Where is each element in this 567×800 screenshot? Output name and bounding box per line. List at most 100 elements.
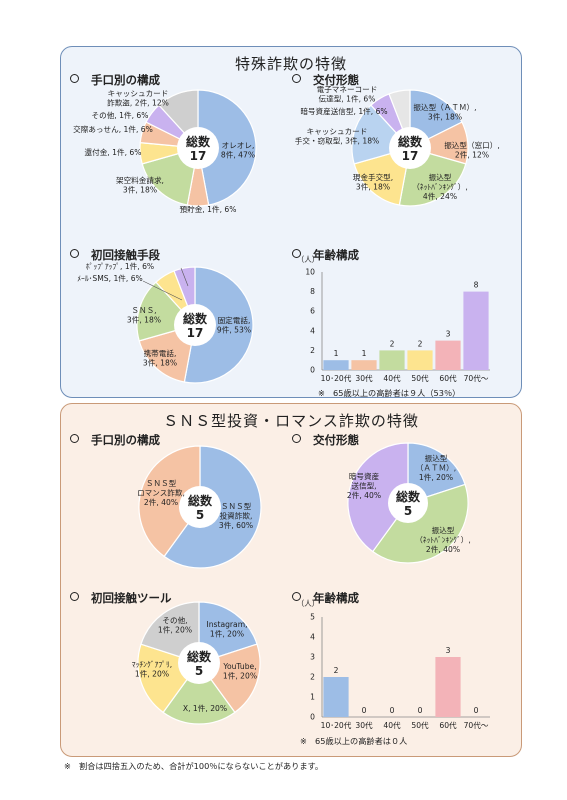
bar-value-label: 3: [446, 646, 451, 655]
slice-label: その他, 1件, 6%: [92, 110, 149, 120]
pie-slice: [371, 483, 469, 564]
slice-label: ＳＮＳ, 3件, 18%: [127, 306, 161, 325]
pie-slice: [197, 89, 257, 206]
pie-slice: [183, 266, 254, 384]
slice-label: YouTube, 1件, 20%: [222, 662, 257, 681]
bar-chart-p1_age: 0 2 4 6 8 10 （人） 1 10･20代 1 30代 2 40代 2 50代 3 60代 8 70代～: [297, 255, 490, 383]
slice-label: 携帯電話, 3件, 18%: [143, 348, 177, 368]
circle-bullet-icon: [292, 592, 301, 601]
pie-center-total: 総数 17: [398, 134, 423, 163]
slice-label: 振込型（ＡＴＭ）, 1件, 20%: [416, 453, 456, 482]
donut-hole: [174, 304, 216, 346]
pie-slice: [347, 442, 409, 553]
age-note: ※ 65歳以上の高齢者は０人: [300, 736, 408, 746]
bar-value-label: 2: [334, 666, 339, 675]
pie-center-total: 総数 17: [183, 311, 208, 340]
y-axis-label: （人）: [297, 255, 320, 264]
bar-chart-p2_age: 0 1 2 3 4 5 （人） 2 10･20代 0 30代 0 40代 0 50代 3 60代 0 70代～: [297, 599, 490, 730]
circle-bullet-icon: [292, 434, 301, 443]
circle-bullet-icon: [70, 249, 79, 258]
pie-center-total: 総数 5: [187, 649, 212, 678]
x-tick-label: 60代: [439, 720, 457, 730]
slice-label: 交際あっせん, 1件, 6%: [73, 124, 153, 134]
y-tick-label: 5: [310, 613, 315, 622]
pie-slice: [198, 601, 258, 664]
slice-label: オレオレ, 8件, 47%: [221, 141, 255, 160]
y-axis-label: （人）: [297, 599, 320, 608]
bar: [323, 360, 349, 370]
pie-slice: [162, 661, 236, 725]
x-tick-label: 70代～: [464, 373, 489, 383]
x-tick-label: 30代: [355, 720, 373, 730]
circle-bullet-icon: [292, 74, 301, 83]
slice-label: ﾎﾟｯﾌﾟｱｯﾌﾟ, 1件, 6%: [86, 261, 154, 271]
bar-value-label: 0: [474, 706, 479, 715]
bar-value-label: 1: [334, 349, 339, 358]
section-heading: 初回接触手段: [70, 247, 160, 263]
slice-label: ＳＮＳ型投資詐欺, 3件, 60%: [219, 502, 253, 530]
circle-bullet-icon: [70, 74, 79, 83]
slice-label: 暗号資産送信型, 2件, 40%: [347, 471, 381, 500]
slice-label: Instagram, 1件, 20%: [206, 620, 247, 639]
bar: [435, 657, 461, 717]
slice-label: ﾒｰﾙ･SMS, 1件, 6%: [77, 273, 143, 283]
slice-label: 現金手交型, 3件, 18%: [353, 172, 393, 192]
slice-label: 還付金, 1件, 6%: [85, 147, 142, 157]
slice-label: 電子マネーコード伝達型, 1件, 6%: [317, 85, 378, 104]
pie-slice: [140, 601, 200, 664]
x-tick-label: 10･20代: [321, 720, 352, 730]
circle-bullet-icon: [70, 434, 79, 443]
x-tick-label: 40代: [383, 373, 401, 383]
y-tick-label: 8: [310, 287, 315, 296]
footnote: ※ 割合は四捨五入のため、合計が100％にならないことがあります。: [64, 761, 324, 771]
slice-label: 振込型（窓口）, 2件, 12%: [444, 140, 500, 160]
y-tick-label: 10: [305, 268, 315, 277]
x-tick-label: 70代～: [464, 720, 489, 730]
donut-hole: [179, 486, 221, 528]
panel-title: ＳＮＳ型投資・ロマンス詐欺の特徴: [163, 412, 419, 430]
x-tick-label: 10･20代: [321, 373, 352, 383]
bar-value-label: 2: [418, 339, 423, 348]
slice-label: X, 1件, 20%: [183, 703, 227, 713]
section-heading: 年齢構成: [292, 247, 359, 263]
donut-hole: [388, 483, 428, 523]
slice-label: 固定電話, 9件, 53%: [217, 315, 251, 335]
slice-label: ＳＮＳ型ロマンス詐欺, 2件, 40%: [137, 479, 185, 507]
pie-center-total: 総数 5: [188, 493, 213, 522]
x-tick-label: 40代: [383, 720, 401, 730]
section-heading: 交付形態: [292, 72, 359, 88]
donut-hole: [389, 127, 431, 169]
y-tick-label: 3: [310, 653, 315, 662]
slice-label: 振込型（ﾈｯﾄﾊﾞﾝｷﾝｸﾞ）, 4件, 24%: [412, 172, 468, 201]
leader-line: [142, 280, 183, 301]
slice-label: その他, 1件, 20%: [158, 615, 192, 635]
section-heading: 手口別の構成: [70, 432, 160, 448]
bar: [351, 360, 377, 370]
bar-value-label: 2: [390, 339, 395, 348]
y-tick-label: 0: [310, 366, 315, 375]
x-tick-label: 30代: [355, 373, 373, 383]
slice-label: ﾏｯﾁﾝｸﾞｱﾌﾟﾘ, 1件, 20%: [132, 660, 172, 679]
bar: [323, 677, 349, 717]
pie-center-total: 総数 17: [186, 134, 211, 163]
section-heading: 交付形態: [292, 432, 359, 448]
y-tick-label: 1: [310, 693, 315, 702]
circle-bullet-icon: [70, 592, 79, 601]
bar-value-label: 0: [390, 706, 395, 715]
y-tick-label: 6: [310, 307, 315, 316]
y-tick-label: 4: [310, 326, 315, 335]
slice-label: 振込型（ＡＴＭ）, 3件, 18%: [413, 102, 476, 122]
slice-label: キャッシュカード手交・窃取型, 3件, 18%: [295, 127, 380, 146]
x-tick-label: 50代: [411, 720, 429, 730]
section-heading: 年齢構成: [292, 590, 359, 606]
leader-line: [180, 267, 189, 287]
bar: [435, 340, 461, 370]
slice-label: 振込型（ﾈｯﾄﾊﾞﾝｷﾝｸﾞ）, 2件, 40%: [415, 525, 471, 554]
pie-chart-p1_delivery: 総数 17 振込型（ＡＴＭ）, 3件, 18% 振込型（窓口）, 2件, 12% 振込型（ﾈ…: [295, 85, 500, 207]
pie-chart-p2_contact: 総数 5 Instagram, 1件, 20% YouTube, 1件, 20% X, 1件…: [132, 601, 261, 725]
bar-value-label: 3: [446, 330, 451, 339]
section-heading: 手口別の構成: [70, 72, 160, 88]
slice-label: 暗号資産送信型, 1件, 6%: [300, 106, 387, 116]
y-tick-label: 2: [310, 346, 315, 355]
